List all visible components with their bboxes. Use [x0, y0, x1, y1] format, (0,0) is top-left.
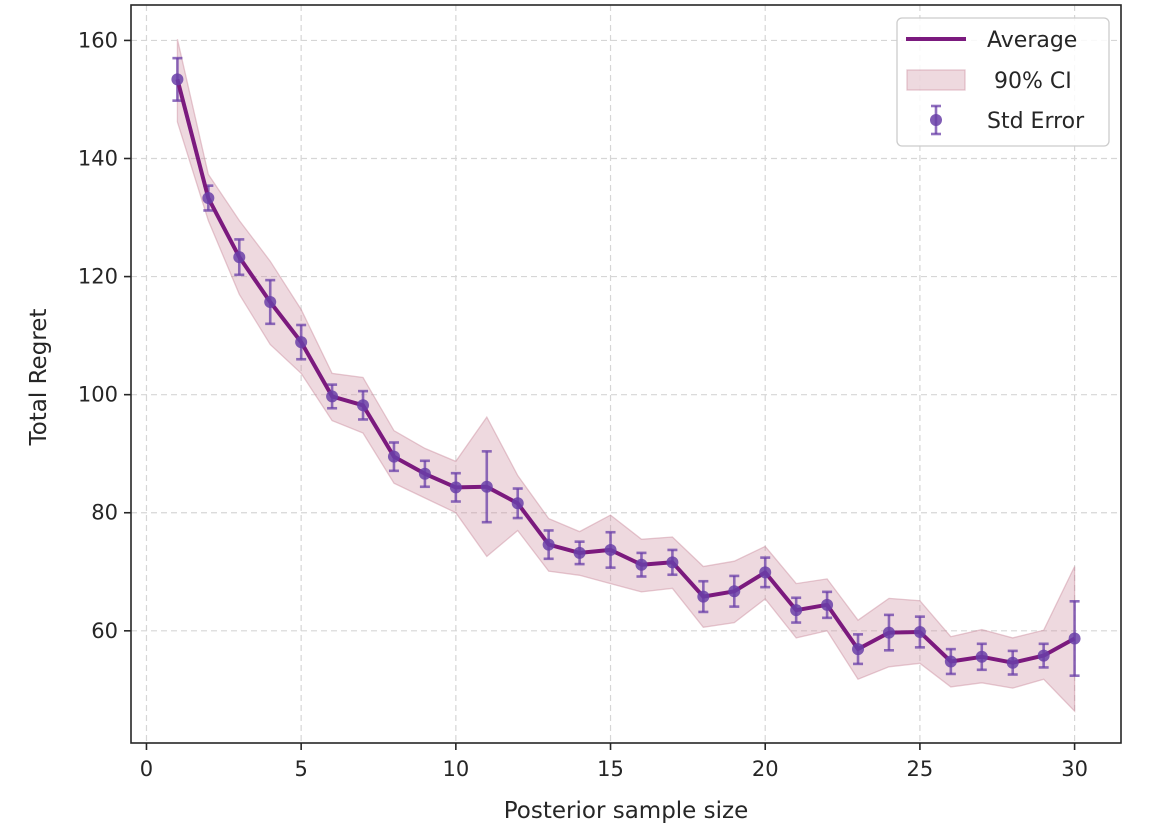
data-point [171, 73, 184, 86]
data-point [1037, 649, 1050, 662]
data-point [449, 481, 462, 494]
data-point [944, 655, 957, 668]
x-axis-label: Posterior sample size [504, 798, 749, 824]
data-point [759, 566, 772, 579]
y-axis-label: Total Regret [26, 309, 52, 447]
x-tick-label: 10 [442, 757, 469, 781]
data-point [1068, 632, 1081, 645]
y-tick-label: 140 [78, 147, 118, 171]
data-point [635, 558, 648, 571]
legend-ci-label: 90% CI [987, 69, 1072, 94]
y-tick-label: 160 [78, 28, 118, 52]
x-tick-label: 25 [907, 757, 934, 781]
y-axis-ticks: 60 80 100 120 140 160 [78, 28, 131, 643]
legend-average-label: Average [987, 28, 1077, 53]
data-point [264, 295, 277, 308]
data-point [852, 643, 865, 656]
data-point [666, 556, 679, 569]
data-point [542, 538, 555, 551]
legend-stderr-swatch [930, 104, 942, 136]
x-tick-label: 0 [140, 757, 153, 781]
y-tick-label: 120 [78, 265, 118, 289]
data-point [913, 626, 926, 639]
data-point [418, 467, 431, 480]
data-points [171, 73, 1081, 669]
data-point [604, 543, 617, 556]
x-tick-label: 30 [1061, 757, 1088, 781]
data-point [233, 251, 246, 264]
y-tick-label: 60 [91, 619, 118, 643]
x-axis-ticks: 0 5 10 15 20 25 30 [140, 743, 1088, 781]
data-point [790, 604, 803, 617]
average-line [175, 78, 1076, 665]
plot-frame [130, 4, 1122, 744]
legend: Average 90% CI Std Error [896, 17, 1110, 147]
data-point [480, 480, 493, 493]
data-point [697, 590, 710, 603]
data-point [975, 650, 988, 663]
data-point [387, 450, 400, 463]
x-tick-label: 20 [752, 757, 779, 781]
data-point [821, 598, 834, 611]
legend-ci-swatch [906, 69, 966, 91]
y-tick-label: 100 [78, 383, 118, 407]
data-point [728, 585, 741, 598]
x-tick-label: 15 [597, 757, 624, 781]
data-point [1006, 656, 1019, 669]
data-point [326, 390, 339, 403]
legend-box [896, 17, 1110, 147]
data-point [295, 336, 308, 349]
legend-stderr-label: Std Error [987, 109, 1085, 134]
data-point [573, 546, 586, 559]
data-point [882, 626, 895, 639]
data-point [357, 399, 370, 412]
data-point [202, 192, 215, 205]
x-tick-label: 5 [294, 757, 307, 781]
y-tick-label: 80 [91, 501, 118, 525]
data-point [511, 497, 524, 510]
